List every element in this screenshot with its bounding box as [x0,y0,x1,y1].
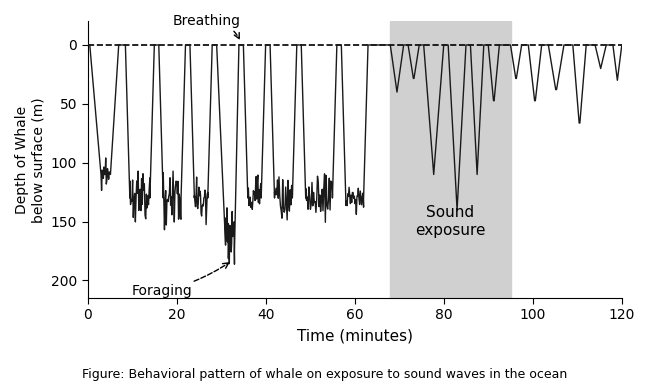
Text: Foraging: Foraging [132,263,229,298]
Text: Breathing: Breathing [172,15,240,39]
Text: Sound
exposure: Sound exposure [415,205,486,238]
Y-axis label: Depth of Whale
below surface (m): Depth of Whale below surface (m) [15,97,46,223]
Text: Figure: Behavioral pattern of whale on exposure to sound waves in the ocean: Figure: Behavioral pattern of whale on e… [83,368,567,381]
Bar [390,22,510,298]
X-axis label: Time (minutes): Time (minutes) [296,328,413,343]
